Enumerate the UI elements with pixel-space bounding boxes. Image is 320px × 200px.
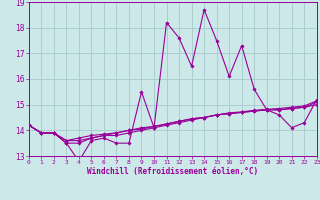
X-axis label: Windchill (Refroidissement éolien,°C): Windchill (Refroidissement éolien,°C): [87, 167, 258, 176]
